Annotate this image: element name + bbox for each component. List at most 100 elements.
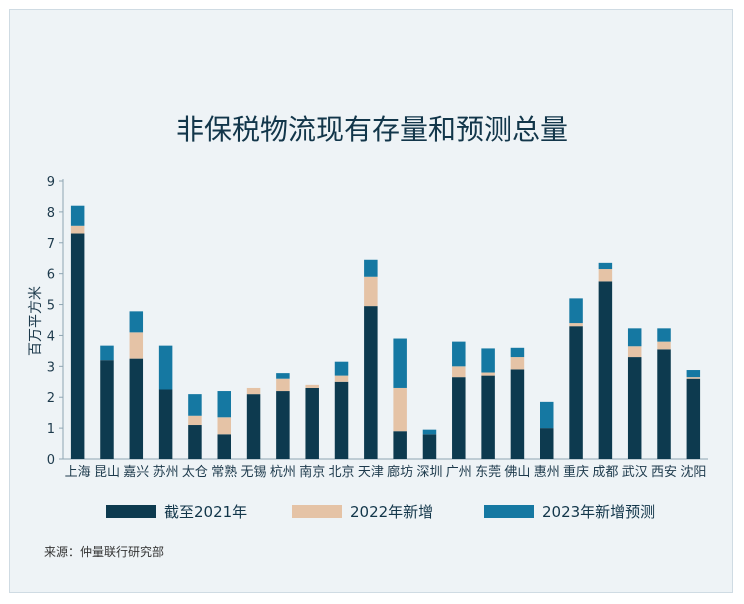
bar-segment-series-2 [569,323,583,327]
bar-segment-series-3 [686,370,701,378]
bar-segment-series-2 [686,377,701,379]
bar-segment-series-2 [364,276,378,307]
bar-segment-series-3 [129,311,144,333]
bar-segment-series-3 [334,361,349,376]
bar-segment-series-1 [305,387,319,459]
y-tick-label: 3 [47,360,55,375]
bar-segment-series-1 [481,375,495,459]
x-tick-label: 沈阳 [680,465,706,480]
bar-segment-series-3 [158,345,173,390]
legend-label: 截至2021年 [164,503,247,521]
x-tick-label: 太仓 [182,465,208,480]
bar-segment-series-3 [510,347,525,358]
legend: 截至2021年 2022年新增 2023年新增预测 [106,503,655,521]
bar-segment-series-2 [657,341,671,350]
x-tick-label: 常熟 [211,464,237,480]
bar-segment-series-3 [598,262,613,270]
bar-segment-series-2 [70,225,85,234]
bar-segment-series-3 [481,348,495,373]
x-tick-label: 昆山 [94,465,120,480]
y-tick-label: 0 [47,453,55,468]
x-tick-label: 北京 [329,465,355,480]
x-tick-label: 西安 [651,465,677,480]
chart-title: 非保税物流现有存量和预测总量 [176,113,568,146]
bar-segment-series-2 [246,387,261,395]
bar-segment-series-3 [364,259,378,277]
y-axis-label: 百万平方米 [28,286,44,356]
bar-segment-series-3 [569,298,583,324]
x-tick-label: 深圳 [416,465,442,480]
bar-segment-series-1 [569,326,583,459]
x-tick-label: 南京 [299,464,325,480]
bar-segment-series-1 [657,349,671,459]
bar-segment-series-1 [452,377,466,459]
y-tick-label: 5 [47,299,55,314]
legend-label: 2023年新增预测 [542,503,655,521]
bar-segment-series-1 [276,391,290,459]
x-tick-label: 廊坊 [387,464,413,480]
legend-label: 2022年新增 [350,503,433,521]
bar-segment-series-2 [188,415,202,426]
bar-segment-series-3 [452,341,466,367]
bar-segment-series-1 [217,434,231,459]
bar-segment-series-2 [129,332,144,359]
bar-segment-series-3 [70,205,85,226]
bar-segment-series-2 [481,372,495,376]
bar-segment-series-2 [393,387,407,432]
bar-segment-series-1 [158,389,173,459]
bar-segment-series-1 [100,360,114,459]
source-note: 来源：仲量联行研究部 [44,544,164,559]
x-tick-label: 嘉兴 [123,465,149,480]
bar-segment-series-3 [276,373,290,379]
bar-segment-series-1 [364,306,378,459]
legend-swatch [106,505,156,518]
bar-segment-series-3 [540,401,554,429]
y-tick-label: 9 [47,175,55,190]
x-tick-label: 苏州 [153,464,179,480]
bar-segment-series-2 [276,378,290,392]
x-tick-label: 武汉 [622,465,648,480]
y-tick-label: 4 [47,329,55,344]
plot-area: 0 1 2 3 4 5 6 7 8 9 上海 昆山 嘉兴 苏州 太仓 常熟 无锡 杭州 南京 北京 天津 廊坊 深圳 广州 东莞… [47,175,708,480]
bar-segment-series-2 [305,384,319,388]
bar-segment-series-2 [334,375,349,382]
y-tick-label: 7 [47,237,55,252]
bar-segment-series-1 [334,381,349,459]
y-tick-label: 8 [47,206,55,221]
x-tick-label: 天津 [358,465,384,480]
x-tick-label: 广州 [446,465,472,480]
x-tick-label: 成都 [592,465,618,480]
bar-segment-series-1 [246,394,261,459]
bar-segment-series-3 [100,345,114,361]
x-tick-label: 惠州 [534,465,560,480]
bar-segment-series-3 [393,338,407,388]
x-tick-label: 无锡 [241,465,267,480]
x-tick-label: 佛山 [504,465,530,480]
bar-segment-series-2 [510,357,525,370]
bar-segment-series-1 [686,378,701,459]
bar-segment-series-1 [422,434,437,459]
y-tick-label: 6 [47,268,55,283]
bar-segment-series-3 [188,394,202,416]
bar-segment-series-1 [70,233,85,459]
bar-segment-series-1 [540,428,554,459]
bar-segment-series-3 [627,328,642,347]
bar-segment-series-1 [393,431,407,459]
x-tick-label: 重庆 [563,464,589,480]
bar-segment-series-1 [129,358,144,459]
legend-swatch [484,505,534,518]
bar-segment-series-1 [598,281,613,459]
bar-segment-series-3 [422,429,437,435]
bar-segment-series-3 [217,391,231,418]
y-tick-label: 2 [47,391,55,406]
bar-segment-series-2 [627,346,642,358]
x-tick-label: 东莞 [475,465,501,480]
x-tick-label: 上海 [65,465,91,480]
bar-segment-series-2 [217,417,231,435]
bar-segment-series-1 [510,369,525,459]
bar-segment-series-1 [627,357,642,459]
bar-segment-series-3 [657,328,671,342]
bar-segment-series-1 [188,425,202,459]
y-tick-label: 1 [47,422,55,437]
